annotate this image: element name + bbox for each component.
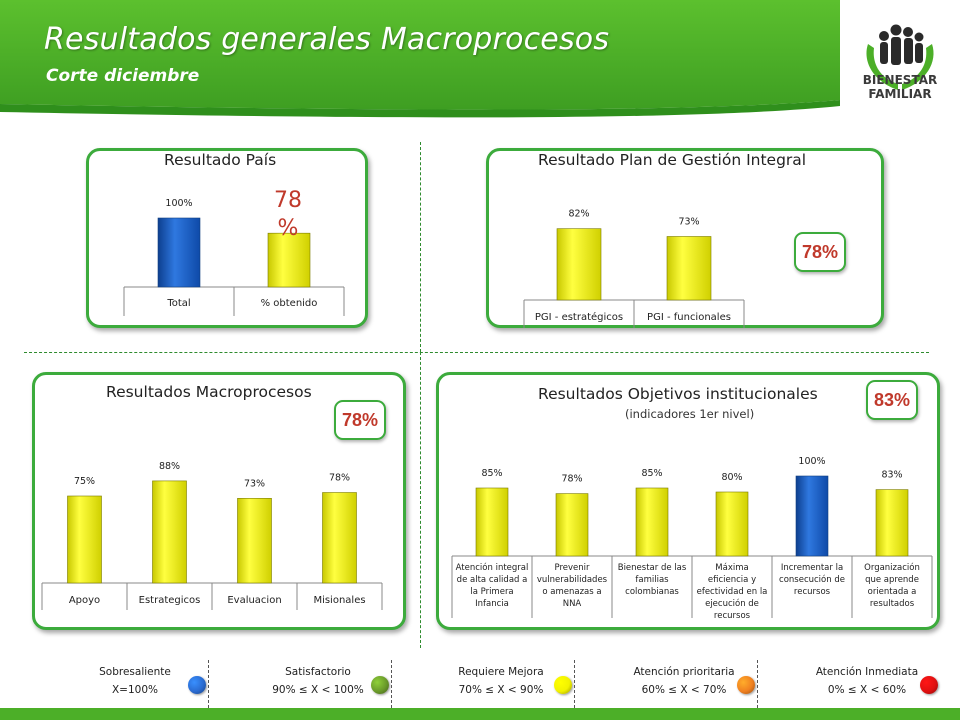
category-label-1: Estrategicos	[139, 595, 201, 606]
bar-3	[715, 491, 749, 557]
bar-3	[322, 492, 357, 584]
divider-horizontal	[24, 352, 929, 353]
legend-name: Requiere Mejora	[458, 666, 544, 678]
panel-title-objetivos: Resultados Objetivos institucionales	[538, 385, 818, 403]
legend-dot-icon	[371, 676, 389, 694]
data-label-0: 85%	[481, 468, 502, 479]
category-label-1: % obtenido	[261, 298, 318, 309]
legend-item-4: Atención Inmediata 0% ≤ X < 60%	[792, 664, 960, 704]
bienestar-familiar-logo: BIENESTAR FAMILIAR	[840, 4, 960, 134]
legend-range: 70% ≤ X < 90%	[458, 684, 544, 696]
category-label-1: Prevenir vulnerabilidades o amenazas a N…	[536, 563, 608, 609]
bar-5	[875, 489, 909, 557]
legend-name: Satisfactorio	[285, 666, 351, 678]
category-label-3: Máxima eficiencia y efectividad en la ej…	[696, 563, 768, 621]
legend-dot-icon	[554, 676, 572, 694]
bar-0	[556, 228, 602, 301]
page-subtitle: Corte diciembre	[46, 66, 200, 86]
legend-item-3: Atención prioritaria 60% ≤ X < 70%	[609, 664, 792, 704]
legend-dot-icon	[188, 676, 206, 694]
legend-dot-icon	[737, 676, 755, 694]
legend-separator	[574, 660, 575, 708]
category-label-2: Bienestar de las familias colombianas	[617, 563, 687, 597]
data-label-0: 82%	[568, 209, 589, 220]
legend-range: 0% ≤ X < 60%	[827, 684, 907, 696]
logo-line-2: FAMILIAR	[868, 87, 932, 101]
divider-vertical-bottom	[420, 352, 421, 648]
pais-big-unit: %	[277, 216, 299, 241]
bar-2	[635, 487, 669, 557]
panel-title-pais: Resultado País	[164, 151, 277, 169]
category-label-0: Total	[166, 298, 190, 309]
legend-name: Atención prioritaria	[633, 666, 735, 678]
legend-item-0: Sobresaliente X=100%	[60, 664, 243, 704]
pais-big-value: 78	[274, 188, 302, 213]
data-label-1: 88%	[159, 461, 180, 472]
legend-item-1: Satisfactorio 90% ≤ X < 100%	[243, 664, 426, 704]
data-label-3: 80%	[721, 472, 742, 483]
category-label-0: PGI - estratégicos	[535, 311, 623, 323]
macro-badge: 78%	[334, 400, 386, 440]
header-banner: Resultados generales Macroprocesos Corte…	[0, 0, 960, 140]
category-label-4: Incrementar la consecución de recursos	[779, 563, 845, 597]
panel-objetivos	[436, 372, 940, 630]
data-label-2: 85%	[641, 468, 662, 479]
legend-separator	[391, 660, 392, 708]
family-logo-icon	[866, 24, 934, 90]
bottom-strip	[0, 708, 960, 720]
legend-range: 60% ≤ X < 70%	[641, 684, 727, 696]
panel-subtitle-objetivos: (indicadores 1er nivel)	[625, 407, 755, 421]
logo-line-1: BIENESTAR	[862, 73, 938, 87]
legend-dot-icon	[920, 676, 938, 694]
panel-resultado-pais	[86, 148, 368, 328]
divider-vertical-top	[420, 142, 421, 352]
header-wave	[0, 0, 840, 118]
data-label-4: 100%	[798, 456, 825, 467]
legend-name: Sobresaliente	[99, 666, 171, 678]
data-label-5: 83%	[881, 470, 902, 481]
panel-title-pgi: Resultado Plan de Gestión Integral	[538, 151, 807, 169]
bar-1	[152, 480, 187, 584]
page-title: Resultados generales Macroprocesos	[44, 22, 610, 57]
data-label-0: 75%	[74, 476, 95, 487]
legend-item-2: Requiere Mejora 70% ≤ X < 90%	[426, 664, 609, 704]
category-label-2: Evaluacion	[227, 595, 281, 606]
data-label-2: 73%	[244, 478, 265, 489]
category-label-0: Apoyo	[69, 595, 100, 606]
data-label-0: 100%	[165, 198, 192, 209]
bar-1	[267, 232, 311, 288]
legend-range: 90% ≤ X < 100%	[272, 684, 364, 696]
panel-title-macro: Resultados Macroprocesos	[106, 383, 312, 401]
category-label-0: Atención integral de alta calidad a la P…	[455, 563, 529, 609]
legend-range: X=100%	[111, 684, 158, 696]
category-label-3: Misionales	[313, 595, 365, 606]
bar-1	[555, 493, 589, 557]
category-label-5: Organización que aprende orientada a res…	[864, 563, 920, 609]
data-label-1: 78%	[561, 474, 582, 485]
bar-1	[666, 236, 712, 301]
pgi-badge: 78%	[794, 232, 846, 272]
bar-2	[237, 498, 272, 584]
legend-separator	[208, 660, 209, 708]
bar-0	[157, 217, 201, 288]
bar-0	[67, 495, 102, 584]
objetivos-badge: 83%	[866, 380, 918, 420]
bar-0	[475, 487, 509, 557]
legend-separator	[757, 660, 758, 708]
data-label-1: 73%	[678, 216, 699, 227]
data-label-3: 78%	[329, 473, 350, 484]
category-label-1: PGI - funcionales	[647, 312, 731, 323]
bar-4	[795, 475, 829, 557]
legend-name: Atención Inmediata	[815, 666, 919, 678]
